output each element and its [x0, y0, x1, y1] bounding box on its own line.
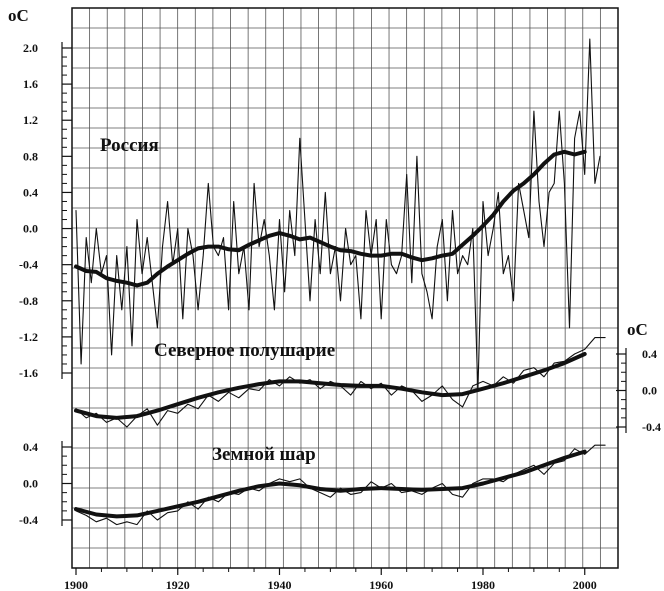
x-tick-label: 1940 — [267, 578, 291, 591]
series-line-russia-smoothed — [74, 149, 587, 288]
y-tick-label-russia: -0.4 — [19, 258, 38, 272]
x-tick-label: 1980 — [471, 578, 495, 591]
axis-layer: oC oC Россия Северное полушарие Земной ш… — [8, 6, 661, 591]
y-tick-label-nh: 0.4 — [642, 347, 657, 361]
series-line-globe-smoothed — [74, 449, 587, 519]
x-tick-label: 2000 — [573, 578, 597, 591]
series-layer — [74, 38, 606, 526]
y-tick-label-russia: -1.6 — [19, 366, 38, 380]
x-tick-label: 1900 — [64, 578, 88, 591]
panel-title-globe: Земной шар — [212, 444, 316, 465]
series-line-russia-annual — [75, 38, 601, 392]
y-tick-label-russia: 1.6 — [23, 77, 38, 91]
unit-label-nh: oC — [627, 320, 648, 339]
grid-layer — [71, 7, 619, 569]
plot-frame — [71, 7, 619, 569]
unit-label-main: oC — [8, 6, 29, 25]
y-tick-label-russia: 0.0 — [23, 222, 38, 236]
y-tick-label-nh: 0.0 — [642, 384, 657, 398]
y-tick-label-nh: -0.4 — [642, 420, 661, 434]
y-tick-label-russia: 1.2 — [23, 113, 38, 127]
y-tick-label-russia: 0.4 — [23, 185, 38, 199]
panel-title-russia: Россия — [100, 135, 159, 156]
series-line-nh-smoothed — [74, 352, 587, 420]
y-tick-label-globe: -0.4 — [19, 513, 38, 527]
y-tick-label-russia: 0.8 — [23, 149, 38, 163]
y-tick-label-globe: 0.4 — [23, 440, 38, 454]
y-tick-label-russia: -1.2 — [19, 330, 38, 344]
x-tick-label: 1960 — [369, 578, 393, 591]
x-tick-label: 1920 — [166, 578, 190, 591]
panel-title-nh: Северное полушарие — [154, 340, 335, 361]
y-tick-label-russia: 2.0 — [23, 41, 38, 55]
y-tick-label-globe: 0.0 — [23, 477, 38, 491]
y-tick-label-russia: -0.8 — [19, 294, 38, 308]
